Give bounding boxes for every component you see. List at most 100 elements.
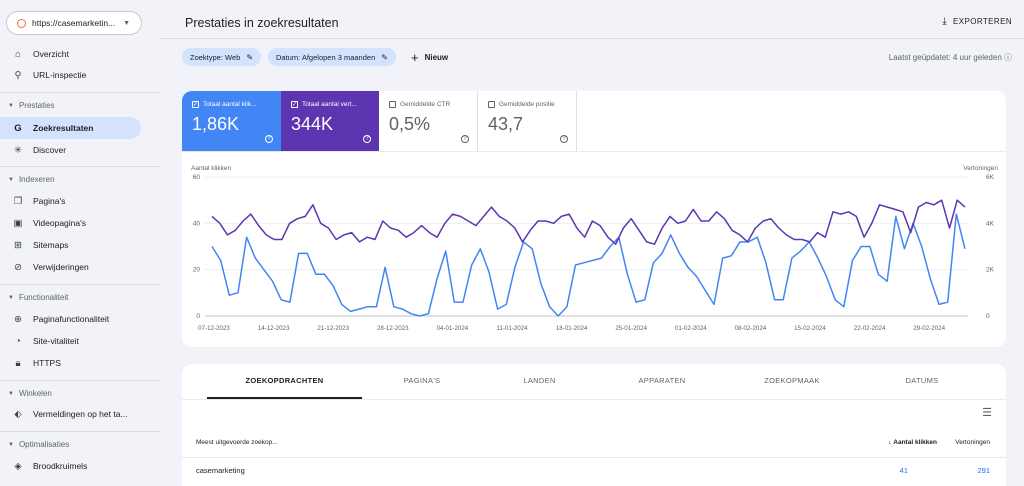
right-tick-label: 6K [986,174,995,181]
x-tick-label: 07-12-2023 [198,325,230,332]
section-indexing[interactable]: ▼ Indexeren [8,175,55,184]
last-updated-text: Laatst geüpdatet: 4 uur geleden [888,53,1002,62]
tab-countries[interactable]: LANDEN [523,376,556,385]
tab-queries[interactable]: ZOEKOPDRACHTEN [245,376,324,385]
sort-arrow-icon: ↓ [888,439,894,446]
sidebar-item-url-inspection[interactable]: ⚲ URL-inspectie [0,64,141,86]
divider [0,284,160,285]
impressions-series-line [211,199,966,245]
help-icon[interactable]: ? [461,135,469,143]
divider [0,92,160,93]
google-icon: G [14,122,22,134]
collapse-icon: ▼ [8,176,14,183]
download-icon: ⤓ [942,16,948,27]
lock-icon: 🔒︎ [15,357,21,369]
sidebar-item-breadcrumbs[interactable]: ◈ Broodkruimels [0,455,141,477]
help-icon[interactable]: ⓘ [1004,53,1012,62]
section-shopping[interactable]: ▼ Winkelen [8,389,52,398]
x-tick-label: 15-02-2024 [794,325,826,332]
sidebar-item-core-web-vitals[interactable]: ◔ Site-vitaliteit [0,330,141,352]
metric-average-ctr[interactable]: Gemiddelde CTR 0,5% ? [379,91,478,151]
tab-search-appearance[interactable]: ZOEKOPMAAK [764,376,820,385]
x-tick-label: 14-12-2023 [258,325,290,332]
clicks-series-line [211,213,966,317]
video-pages-icon: ▣ [13,217,23,229]
export-button[interactable]: ⤓ EXPORTEREN [942,16,1012,27]
left-tick-label: 0 [196,313,200,320]
header-divider [160,38,1024,39]
left-tick-label: 40 [193,220,201,227]
filter-icon[interactable]: ☰ [982,407,992,419]
sidebar-item-label: Site-vitaliteit [33,336,79,346]
tab-devices[interactable]: APPARATEN [638,376,686,385]
column-header-impressions[interactable]: Vertoningen [955,439,990,446]
collapse-icon: ▼ [8,441,14,448]
table-cell-clicks: 41 [899,466,908,475]
section-title: Prestaties [18,101,55,110]
right-tick-label: 4K [986,220,995,227]
metric-label: Gemiddelde CTR [400,101,451,108]
help-icon[interactable]: ? [560,135,568,143]
checkbox-icon[interactable] [389,101,396,108]
home-icon: ⌂ [15,48,21,60]
collapse-icon: ▼ [8,294,14,301]
collapse-icon: ▼ [8,390,14,397]
filter-chip-search-type[interactable]: Zoektype: Web ✎ [182,48,262,66]
sidebar-item-search-results[interactable]: G Zoekresultaten [0,117,141,139]
sidebar-item-discover[interactable]: ✳ Discover [0,139,141,161]
performance-chart-card: ✓ Totaal aantal klik... 1,86K ? ✓ Totaal a… [182,91,1006,347]
property-selector[interactable]: https://casemarketin... ▼ [6,11,142,35]
checkbox-checked-icon[interactable]: ✓ [192,101,199,108]
performance-line-chart[interactable]: Aantal klikken Vertoningen 60 6K 40 4K 20 2K 0 0 0… [182,161,1006,347]
property-icon [17,18,26,28]
divider [0,431,160,432]
checkbox-icon[interactable] [488,101,495,108]
sidebar-item-label: Zoekresultaten [33,123,94,133]
section-functionality[interactable]: ▼ Functionaliteit [8,293,68,302]
export-label: EXPORTEREN [953,17,1012,26]
section-performance[interactable]: ▼ Prestaties [8,101,55,110]
metric-average-position[interactable]: Gemiddelde positie 43,7 ? [478,91,577,151]
table-cell-query[interactable]: casemarketing [196,466,245,475]
pages-icon: ❐ [13,195,23,207]
help-icon[interactable]: ? [265,135,273,143]
sidebar-item-pages[interactable]: ❐ Pagina's [0,190,141,212]
metric-total-impressions[interactable]: ✓ Totaal aantal vert... 344K ? [281,91,379,151]
x-tick-label: 22-02-2024 [854,325,886,332]
right-axis-title: Vertoningen [963,165,998,172]
sidebar-item-removals[interactable]: ⊘ Verwijderingen [0,256,141,278]
help-icon[interactable]: ? [363,135,371,143]
plus-circle-icon: ⊕ [14,313,22,325]
new-filter-label: Nieuw [424,52,449,62]
sidebar-item-label: Paginafunctionaliteit [33,314,110,324]
filter-chip-date[interactable]: Datum: Afgelopen 3 maanden ✎ [268,48,396,66]
tab-pages[interactable]: PAGINA'S [403,376,441,385]
sidebar: https://casemarketin... ▼ ⌂ Overzicht ⚲ … [0,0,160,486]
plus-icon: + [411,49,419,65]
section-title: Functionaliteit [18,293,69,302]
sidebar-item-video-pages[interactable]: ▣ Videopagina's [0,212,141,234]
new-filter-button[interactable]: + Nieuw [411,48,448,66]
collapse-icon: ▼ [8,102,14,109]
column-header-query[interactable]: Meest uitgevoerde zoekop... [196,439,278,446]
sidebar-item-page-experience[interactable]: ⊕ Paginafunctionaliteit [0,308,141,330]
checkbox-checked-icon[interactable]: ✓ [291,101,298,108]
x-tick-label: 29-02-2024 [913,325,945,332]
metric-label: Totaal aantal klik... [203,101,257,108]
column-header-clicks[interactable]: ↓ Aantal klikken [842,439,937,446]
sidebar-item-https[interactable]: 🔒︎ HTTPS [0,352,141,374]
page-title: Prestaties in zoekresultaten [185,16,339,30]
sidebar-item-overview[interactable]: ⌂ Overzicht [0,43,141,65]
metric-total-clicks[interactable]: ✓ Totaal aantal klik... 1,86K ? [182,91,281,151]
tab-dates[interactable]: DATUMS [905,376,939,385]
left-axis-title: Aantal klikken [191,165,231,172]
sidebar-item-label: Pagina's [33,196,66,206]
search-icon: ⚲ [14,69,22,81]
section-enhancements[interactable]: ▼ Optimalisaties [8,440,69,449]
sidebar-item-sitemaps[interactable]: ⊞ Sitemaps [0,234,141,256]
tabs-divider [182,399,1006,400]
sidebar-item-merchant-listings[interactable]: ⬖ Vermeldingen op het ta... [0,403,141,425]
eye-off-icon: ⊘ [14,261,22,273]
asterisk-icon: ✳ [14,144,22,156]
metric-label: Totaal aantal vert... [302,101,357,108]
